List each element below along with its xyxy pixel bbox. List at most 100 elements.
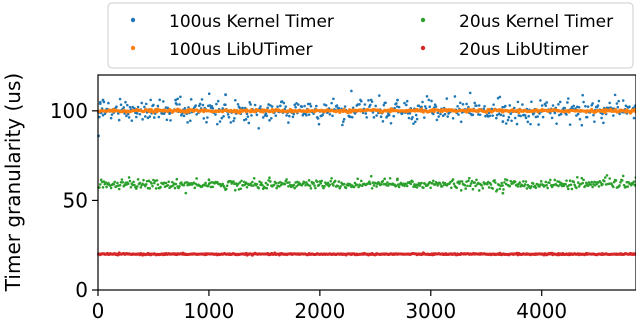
- data-point: [287, 121, 290, 124]
- data-point: [356, 177, 359, 180]
- y-tick-label: 50: [63, 188, 88, 212]
- data-point: [500, 114, 503, 117]
- legend-marker: [131, 46, 135, 50]
- data-point: [317, 117, 320, 120]
- data-point: [428, 99, 431, 102]
- data-point: [224, 103, 227, 106]
- y-tick-label: 0: [75, 278, 88, 302]
- data-point: [227, 113, 230, 116]
- data-point: [99, 183, 102, 186]
- data-point: [532, 182, 535, 185]
- data-point: [275, 182, 278, 185]
- data-point: [446, 115, 449, 118]
- data-point: [107, 102, 110, 105]
- data-point: [143, 106, 146, 109]
- data-point: [121, 178, 124, 181]
- data-point: [546, 187, 549, 190]
- data-point: [203, 117, 206, 120]
- data-point: [575, 187, 578, 190]
- data-point: [633, 117, 636, 120]
- data-point: [214, 113, 217, 116]
- data-point: [110, 187, 113, 190]
- data-point: [500, 182, 503, 185]
- data-point: [526, 187, 529, 190]
- data-point: [343, 118, 346, 121]
- data-point: [130, 186, 133, 189]
- data-point: [592, 114, 595, 117]
- data-point: [572, 105, 575, 108]
- data-point: [459, 101, 462, 104]
- data-point: [111, 113, 114, 116]
- data-point: [118, 188, 121, 191]
- data-point: [525, 117, 528, 120]
- points-layer: [97, 90, 636, 257]
- data-point: [370, 175, 373, 178]
- data-point: [472, 188, 475, 191]
- data-point: [157, 183, 160, 186]
- data-point: [283, 102, 286, 105]
- data-point: [496, 188, 499, 191]
- data-point: [509, 185, 512, 188]
- data-point: [308, 179, 311, 182]
- data-point-outlier: [501, 120, 504, 123]
- data-point: [510, 119, 513, 122]
- data-point: [136, 185, 139, 188]
- data-point: [518, 181, 521, 184]
- data-point: [315, 105, 318, 108]
- data-point: [364, 103, 367, 106]
- data-point: [131, 119, 134, 122]
- data-point: [460, 120, 463, 123]
- data-point: [481, 184, 484, 187]
- data-point: [552, 104, 555, 107]
- data-point: [266, 114, 269, 117]
- data-point: [622, 175, 625, 178]
- data-point: [128, 176, 131, 179]
- data-point: [320, 180, 323, 183]
- data-point: [436, 119, 439, 122]
- data-point: [555, 122, 558, 125]
- data-point: [329, 180, 332, 183]
- data-point: [499, 96, 502, 99]
- data-point: [509, 104, 512, 107]
- data-point: [276, 105, 279, 108]
- data-point: [190, 98, 193, 101]
- data-point: [113, 183, 116, 186]
- data-point: [309, 103, 312, 106]
- data-point: [254, 104, 257, 107]
- legend-label: 20us LibUtimer: [459, 40, 589, 60]
- legend-marker: [421, 18, 425, 22]
- data-point: [102, 186, 105, 189]
- data-point: [616, 102, 619, 105]
- data-point: [305, 114, 308, 117]
- data-point: [535, 186, 538, 189]
- data-point: [167, 180, 170, 183]
- data-point: [578, 106, 581, 109]
- data-point: [548, 181, 551, 184]
- data-point: [301, 105, 304, 108]
- data-point: [309, 184, 312, 187]
- data-point: [598, 185, 601, 188]
- data-point: [159, 186, 162, 189]
- data-point: [342, 120, 345, 123]
- data-point: [567, 97, 570, 100]
- data-point: [337, 185, 340, 188]
- data-point: [334, 180, 337, 183]
- data-point: [508, 116, 511, 119]
- data-point: [554, 112, 557, 115]
- data-point: [429, 186, 432, 189]
- data-point: [414, 121, 417, 124]
- data-point: [382, 180, 385, 183]
- data-point: [571, 188, 574, 191]
- data-point: [514, 180, 517, 183]
- data-point: [174, 187, 177, 190]
- data-point: [129, 106, 132, 109]
- data-point: [597, 104, 600, 107]
- data-point: [564, 183, 567, 186]
- data-point: [569, 123, 572, 126]
- data-point: [598, 100, 601, 103]
- data-point: [345, 187, 348, 190]
- data-point: [615, 179, 618, 182]
- data-point: [398, 106, 401, 109]
- data-point: [437, 184, 440, 187]
